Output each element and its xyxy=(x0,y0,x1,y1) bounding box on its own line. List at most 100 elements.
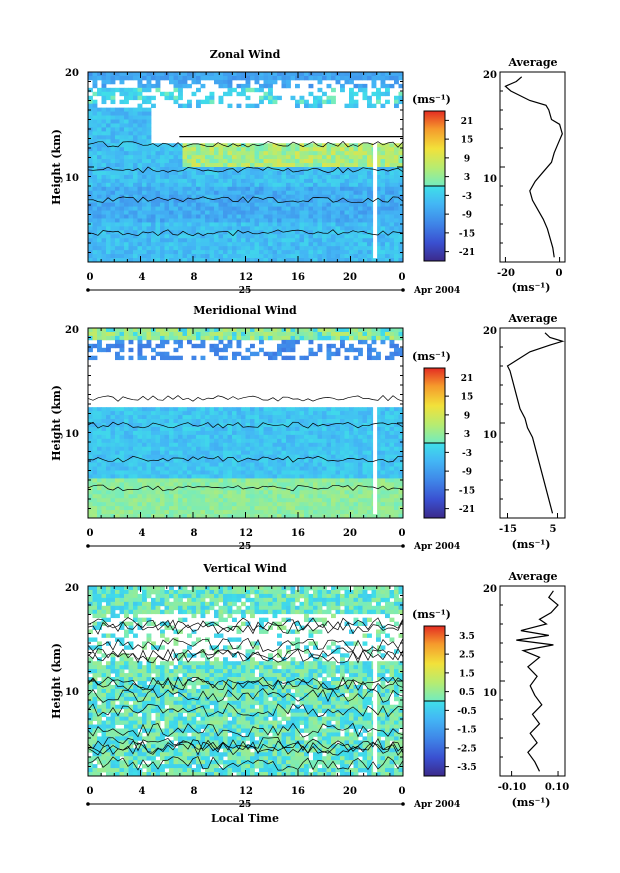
heatmap-cell xyxy=(254,482,260,487)
heatmap-cell xyxy=(344,218,350,223)
heatmap-cell xyxy=(277,198,282,204)
heatmap-cell xyxy=(250,230,255,235)
heatmap-cell xyxy=(317,434,323,440)
heatmap-cell xyxy=(358,75,363,81)
heatmap-cell xyxy=(353,91,359,97)
heatmap-cell xyxy=(385,159,390,164)
heatmap-cell xyxy=(385,178,390,184)
heatmap-cell xyxy=(389,72,395,77)
heatmap-cell xyxy=(146,163,152,168)
heatmap-cell xyxy=(272,442,278,448)
heatmap-cell xyxy=(169,423,174,428)
heatmap-cell xyxy=(380,242,386,247)
heatmap-cell xyxy=(232,234,237,239)
heatmap-cell xyxy=(110,182,116,188)
heatmap-cell xyxy=(389,470,395,475)
heatmap-cell xyxy=(322,198,327,204)
heatmap-cell xyxy=(164,75,170,81)
heatmap-cell xyxy=(196,478,201,483)
heatmap-cell xyxy=(236,423,242,428)
heatmap-cell xyxy=(385,250,390,255)
heatmap-cell xyxy=(101,190,107,196)
heatmap-cell xyxy=(214,498,219,503)
heatmap-cell xyxy=(196,328,201,333)
heatmap-cell xyxy=(331,438,336,444)
heatmap-cell xyxy=(227,147,233,152)
heatmap-cell xyxy=(205,198,210,204)
heatmap-cell xyxy=(331,430,336,436)
heatmap-cell xyxy=(362,238,368,243)
heatmap-cell xyxy=(241,430,246,436)
heatmap-cell xyxy=(187,170,192,176)
heatmap-cell xyxy=(272,246,278,251)
heatmap-cell xyxy=(317,147,323,152)
heatmap-cell xyxy=(200,147,206,152)
heatmap-cell xyxy=(101,91,107,97)
heatmap-cell xyxy=(200,250,206,255)
heatmap-cell xyxy=(173,230,179,235)
heatmap-cell xyxy=(250,254,255,259)
heatmap-cell xyxy=(124,258,129,263)
heatmap-cell xyxy=(389,438,395,444)
heatmap-cell xyxy=(376,147,381,152)
heatmap-cell xyxy=(205,226,210,231)
heatmap-cell xyxy=(326,147,332,152)
heatmap-cell xyxy=(304,328,309,333)
heatmap-cell xyxy=(97,498,102,503)
heatmap-cell xyxy=(286,466,291,471)
heatmap-cell xyxy=(308,230,314,235)
heatmap-cell xyxy=(326,202,332,207)
heatmap-cell xyxy=(353,75,359,81)
heatmap-cell xyxy=(304,147,309,152)
heatmap-cell xyxy=(218,454,224,460)
heatmap-cell xyxy=(362,430,368,436)
heatmap-cell xyxy=(326,426,332,432)
heatmap-cell xyxy=(106,131,111,136)
heatmap-cell xyxy=(142,415,147,420)
heatmap-cell xyxy=(317,99,323,105)
heatmap-cell xyxy=(142,111,147,116)
heatmap-cell xyxy=(389,498,395,503)
heatmap-cell xyxy=(92,214,98,219)
heatmap-cell xyxy=(322,510,327,515)
heatmap-cell xyxy=(281,407,287,412)
heatmap-cell xyxy=(223,328,228,333)
heatmap-cell xyxy=(151,407,156,412)
heatmap-cell xyxy=(169,335,174,341)
heatmap-cell xyxy=(277,210,282,215)
heatmap-cell xyxy=(232,411,237,416)
heatmap-cell xyxy=(376,494,381,499)
heatmap-cell xyxy=(331,470,336,475)
heatmap-cell xyxy=(259,331,264,337)
heatmap-cell xyxy=(101,182,107,188)
heatmap-cell xyxy=(205,174,210,180)
heatmap-cell xyxy=(308,347,314,353)
heatmap-cell xyxy=(322,490,327,495)
heatmap-cell xyxy=(182,206,188,211)
heatmap-cell xyxy=(236,242,242,247)
heatmap-cell xyxy=(223,486,228,491)
heatmap-cell xyxy=(254,75,260,81)
heatmap-cell xyxy=(317,462,323,467)
heatmap-cell xyxy=(191,226,197,231)
heatmap-cell xyxy=(317,186,323,192)
heatmap-cell xyxy=(286,155,291,160)
heatmap-cell xyxy=(187,222,192,227)
heatmap-cell xyxy=(160,351,165,357)
heatmap-cell xyxy=(160,419,165,424)
heatmap-cell xyxy=(223,222,228,227)
heatmap-cell xyxy=(331,178,336,184)
heatmap-cell xyxy=(331,182,336,188)
heatmap-cell xyxy=(164,494,170,499)
heatmap-cell xyxy=(173,174,179,180)
heatmap-cell xyxy=(92,107,98,112)
heatmap-cell xyxy=(376,222,381,227)
heatmap-cell xyxy=(295,75,300,81)
heatmap-cell xyxy=(304,214,309,219)
heatmap-cell xyxy=(209,407,215,412)
heatmap-cell xyxy=(299,426,305,432)
heatmap-cell xyxy=(182,478,188,483)
heatmap-cell xyxy=(151,178,156,184)
heatmap-cell xyxy=(340,446,345,452)
heatmap-cell xyxy=(349,226,354,231)
